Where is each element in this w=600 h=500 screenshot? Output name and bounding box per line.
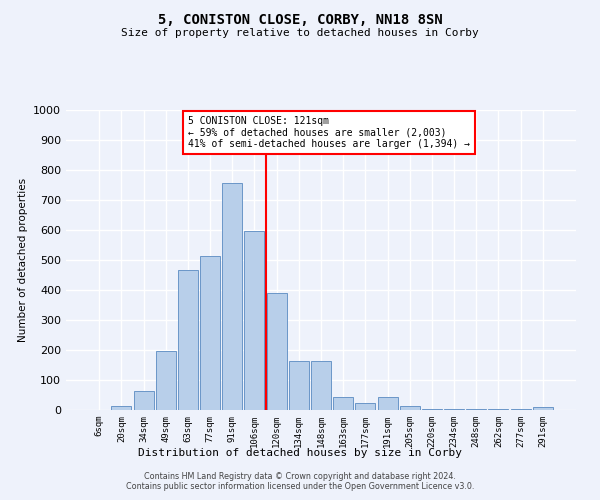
Bar bbox=[289, 361, 309, 410]
Text: Size of property relative to detached houses in Corby: Size of property relative to detached ho… bbox=[121, 28, 479, 38]
Bar bbox=[178, 270, 198, 410]
Bar bbox=[112, 406, 131, 410]
Text: 5 CONISTON CLOSE: 121sqm
← 59% of detached houses are smaller (2,003)
41% of sem: 5 CONISTON CLOSE: 121sqm ← 59% of detach… bbox=[188, 116, 470, 149]
Bar bbox=[422, 408, 442, 410]
Bar bbox=[222, 183, 242, 410]
Bar bbox=[244, 231, 265, 410]
Bar bbox=[156, 350, 176, 410]
Bar bbox=[377, 396, 398, 410]
Text: Distribution of detached houses by size in Corby: Distribution of detached houses by size … bbox=[138, 448, 462, 458]
Bar bbox=[200, 256, 220, 410]
Bar bbox=[134, 390, 154, 410]
Text: Contains HM Land Registry data © Crown copyright and database right 2024.: Contains HM Land Registry data © Crown c… bbox=[144, 472, 456, 481]
Y-axis label: Number of detached properties: Number of detached properties bbox=[17, 178, 28, 342]
Bar bbox=[355, 402, 376, 410]
Bar bbox=[533, 407, 553, 410]
Bar bbox=[333, 398, 353, 410]
Bar bbox=[266, 293, 287, 410]
Text: 5, CONISTON CLOSE, CORBY, NN18 8SN: 5, CONISTON CLOSE, CORBY, NN18 8SN bbox=[158, 12, 442, 26]
Bar bbox=[311, 362, 331, 410]
Bar bbox=[400, 406, 420, 410]
Text: Contains public sector information licensed under the Open Government Licence v3: Contains public sector information licen… bbox=[126, 482, 474, 491]
